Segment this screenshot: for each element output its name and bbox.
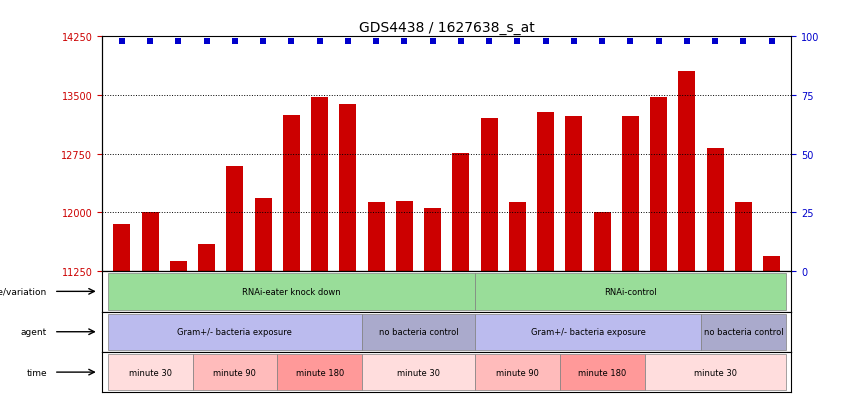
FancyBboxPatch shape: [701, 314, 785, 350]
Bar: [678, 72, 695, 271]
FancyBboxPatch shape: [362, 314, 475, 350]
Bar: [565, 117, 582, 271]
FancyBboxPatch shape: [475, 273, 785, 310]
Bar: [113, 225, 130, 271]
Text: minute 30: minute 30: [397, 368, 440, 377]
Bar: [368, 203, 385, 271]
Text: minute 180: minute 180: [295, 368, 344, 377]
FancyBboxPatch shape: [475, 354, 560, 390]
Text: genotype/variation: genotype/variation: [0, 287, 47, 296]
Bar: [509, 203, 526, 271]
Text: no bacteria control: no bacteria control: [704, 328, 783, 337]
Text: minute 90: minute 90: [214, 368, 256, 377]
Bar: [311, 97, 328, 271]
Bar: [254, 198, 271, 271]
Text: minute 30: minute 30: [694, 368, 737, 377]
Bar: [650, 97, 667, 271]
Bar: [170, 261, 187, 271]
Bar: [283, 115, 300, 271]
Bar: [763, 256, 780, 271]
Bar: [594, 212, 611, 271]
FancyBboxPatch shape: [108, 314, 362, 350]
FancyBboxPatch shape: [475, 314, 701, 350]
FancyBboxPatch shape: [560, 354, 644, 390]
Bar: [141, 212, 158, 271]
Text: minute 180: minute 180: [578, 368, 626, 377]
FancyBboxPatch shape: [644, 354, 785, 390]
Text: RNAi-control: RNAi-control: [604, 287, 657, 296]
FancyBboxPatch shape: [277, 354, 362, 390]
Bar: [226, 167, 243, 271]
Text: agent: agent: [20, 328, 47, 337]
Bar: [706, 149, 723, 271]
Bar: [396, 202, 413, 271]
FancyBboxPatch shape: [108, 273, 475, 310]
Bar: [340, 105, 357, 271]
FancyBboxPatch shape: [362, 354, 475, 390]
Text: minute 90: minute 90: [496, 368, 539, 377]
Title: GDS4438 / 1627638_s_at: GDS4438 / 1627638_s_at: [359, 21, 534, 35]
Text: RNAi-eater knock down: RNAi-eater knock down: [242, 287, 340, 296]
Bar: [622, 117, 639, 271]
Bar: [198, 244, 215, 271]
Bar: [735, 203, 752, 271]
Bar: [481, 119, 498, 271]
Text: Gram+/- bacteria exposure: Gram+/- bacteria exposure: [178, 328, 293, 337]
Text: time: time: [26, 368, 47, 377]
Bar: [453, 154, 470, 271]
Bar: [537, 113, 554, 271]
FancyBboxPatch shape: [108, 354, 192, 390]
Bar: [424, 208, 441, 271]
Text: no bacteria control: no bacteria control: [379, 328, 459, 337]
Text: Gram+/- bacteria exposure: Gram+/- bacteria exposure: [530, 328, 645, 337]
FancyBboxPatch shape: [192, 354, 277, 390]
Text: minute 30: minute 30: [129, 368, 172, 377]
